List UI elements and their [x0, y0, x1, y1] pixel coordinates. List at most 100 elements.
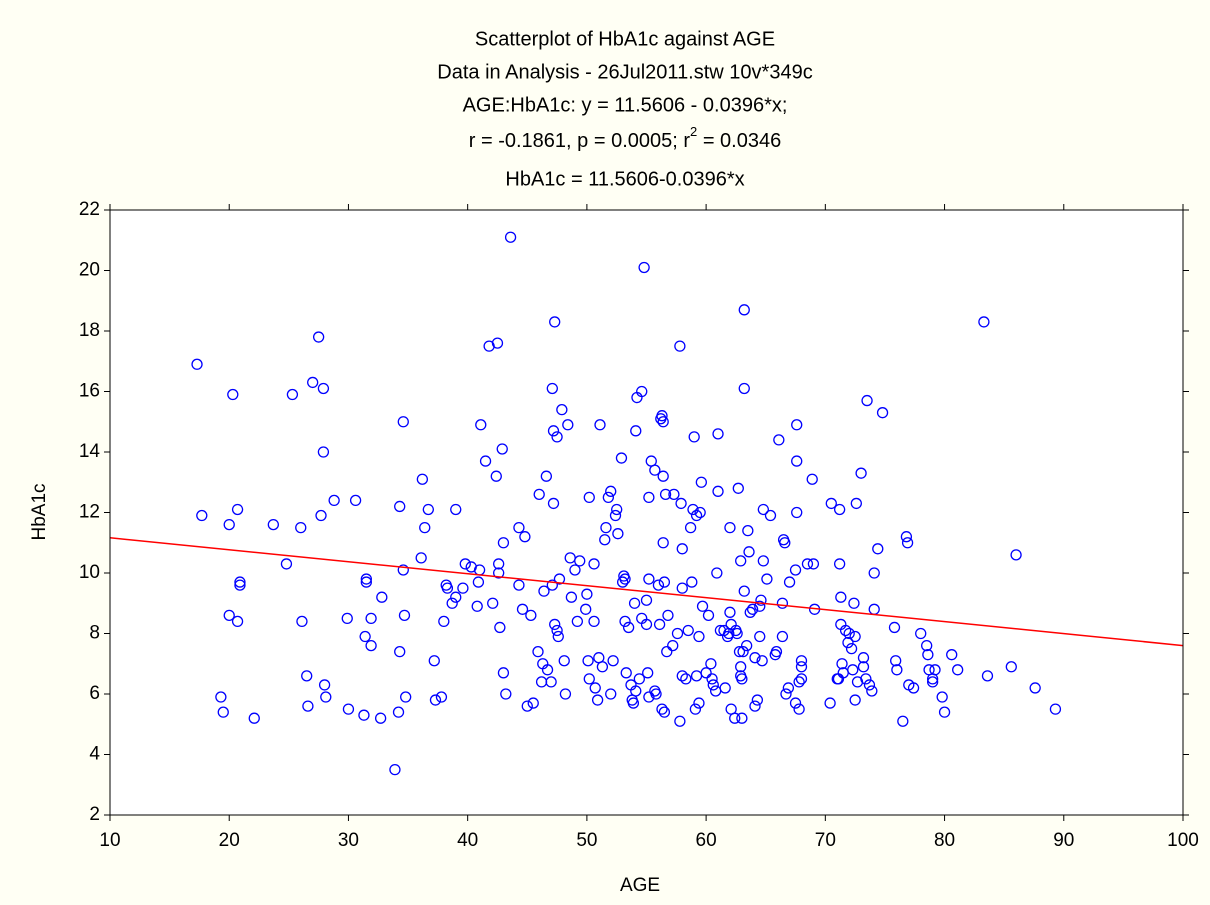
equation: HbA1c = 11.5606-0.0396*x	[505, 168, 744, 190]
data-point	[605, 485, 617, 497]
data-point	[652, 579, 665, 591]
data-point	[596, 661, 609, 673]
data-point	[643, 573, 655, 585]
y-axis-label: HbA1c	[29, 483, 50, 540]
y-tick-label: 18	[79, 320, 100, 341]
data-point	[926, 676, 939, 688]
data-point	[295, 521, 307, 534]
data-point	[845, 642, 858, 655]
data-point	[694, 506, 706, 519]
data-point	[397, 564, 409, 576]
data-point	[872, 543, 884, 555]
data-point	[795, 661, 808, 673]
data-point	[296, 615, 308, 628]
data-point	[571, 615, 584, 628]
data-point	[541, 664, 554, 676]
data-point	[849, 630, 861, 643]
data-point	[857, 652, 870, 664]
data-point	[782, 682, 795, 694]
data-point	[676, 582, 688, 594]
data-point	[754, 630, 766, 643]
data-point	[609, 509, 622, 522]
data-point	[729, 712, 741, 724]
data-point	[1029, 682, 1041, 694]
data-point	[981, 670, 994, 682]
data-point	[684, 521, 697, 534]
data-point	[640, 594, 653, 606]
data-point	[231, 503, 244, 516]
data-point	[622, 621, 635, 634]
data-point	[650, 688, 662, 700]
data-point	[619, 573, 631, 585]
data-point	[602, 491, 614, 504]
data-point	[836, 658, 848, 670]
data-point	[682, 624, 694, 637]
data-point	[776, 630, 789, 643]
data-point	[737, 646, 749, 658]
data-point	[328, 494, 340, 507]
data-point	[676, 670, 688, 682]
data-point	[653, 618, 666, 631]
stats-tail: = 0.0346	[697, 130, 781, 152]
data-point	[374, 712, 387, 724]
data-point	[429, 694, 442, 706]
data-point	[360, 573, 372, 585]
y-tick-label: 16	[79, 381, 100, 402]
data-point	[724, 606, 736, 618]
data-point	[857, 661, 870, 673]
data-point	[318, 679, 331, 691]
data-point	[438, 615, 450, 628]
data-point	[795, 655, 808, 667]
data-point	[459, 558, 471, 570]
data-point	[680, 673, 692, 685]
data-point	[676, 543, 688, 555]
data-point	[441, 582, 454, 594]
data-point	[690, 509, 703, 522]
y-tick-label: 4	[89, 744, 100, 765]
data-point	[897, 715, 909, 727]
data-point	[791, 506, 803, 519]
data-point	[825, 497, 837, 510]
data-point	[656, 410, 668, 422]
data-point	[620, 667, 632, 679]
data-point	[307, 376, 319, 389]
data-point	[594, 419, 606, 431]
data-point	[549, 618, 561, 631]
data-point	[801, 558, 814, 570]
data-point	[627, 697, 640, 709]
data-point	[891, 664, 903, 676]
data-point	[532, 646, 544, 658]
data-point	[738, 382, 750, 395]
data-point	[907, 682, 920, 694]
data-point	[795, 673, 808, 685]
data-point	[491, 337, 504, 349]
data-point	[280, 558, 293, 570]
data-point	[659, 488, 672, 501]
data-point	[588, 615, 600, 628]
data-point	[724, 521, 736, 534]
data-point	[806, 473, 818, 485]
x-tick-label: 30	[338, 830, 359, 851]
data-point	[674, 715, 686, 727]
data-point	[493, 558, 505, 570]
data-point	[657, 470, 669, 482]
stats-superscript: 2	[690, 124, 697, 139]
data-point	[824, 697, 836, 709]
data-point	[749, 652, 761, 664]
data-point	[317, 382, 330, 395]
x-tick-label: 100	[1167, 830, 1199, 851]
data-point	[749, 700, 761, 712]
data-point	[740, 639, 753, 652]
data-point	[657, 537, 669, 549]
data-point	[558, 655, 570, 667]
data-point	[394, 500, 406, 513]
data-point	[547, 497, 560, 510]
data-point	[559, 688, 572, 700]
y-tick-label: 20	[79, 260, 100, 281]
data-point	[234, 579, 246, 591]
data-point	[365, 639, 377, 652]
data-point	[929, 664, 941, 676]
data-point	[807, 558, 820, 570]
x-tick-label: 50	[576, 830, 597, 851]
